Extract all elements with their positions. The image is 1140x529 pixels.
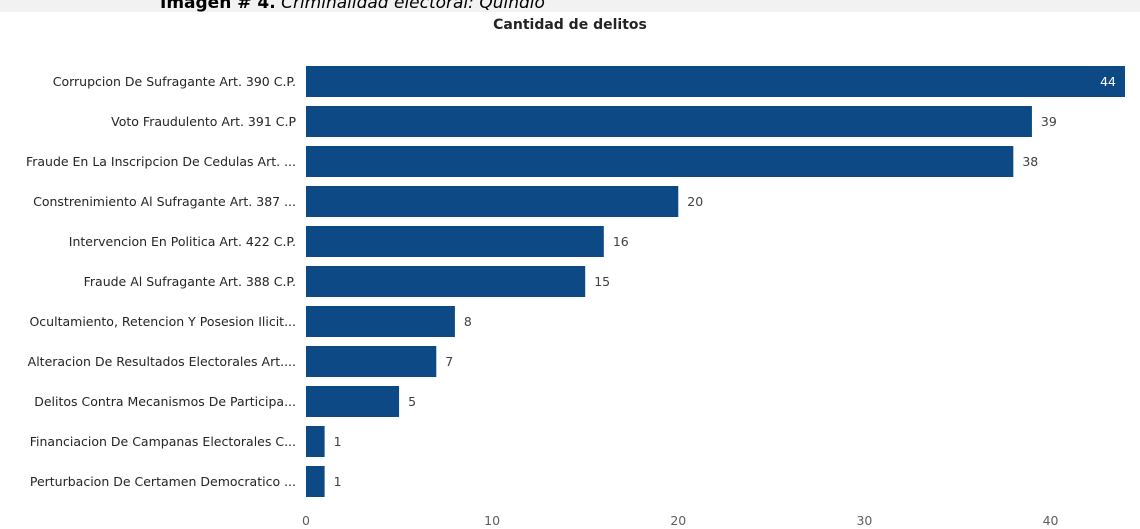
bar: [306, 226, 604, 257]
bar: [306, 386, 400, 417]
x-tick-label: 40: [1043, 513, 1059, 528]
category-label: Voto Fraudulento Art. 391 C.P: [111, 114, 296, 129]
category-label: Alteracion De Resultados Electorales Art…: [28, 354, 296, 369]
bar: [306, 186, 679, 217]
category-label: Fraude Al Sufragante Art. 388 C.P.: [84, 274, 296, 289]
bar: [306, 466, 325, 497]
bar: [306, 146, 1014, 177]
caption-rest: Criminalidad electoral: Quindío: [275, 0, 545, 13]
data-label: 1: [334, 434, 342, 449]
data-label: 5: [408, 394, 416, 409]
chart-title: Cantidad de delitos: [493, 17, 647, 33]
data-label: 15: [594, 274, 610, 289]
x-tick-label: 30: [856, 513, 872, 528]
bar: [306, 106, 1032, 137]
x-tick-label: 0: [302, 513, 310, 528]
bar: [306, 306, 455, 337]
data-label: 8: [464, 314, 472, 329]
caption-lead: Imagen # 4.: [160, 0, 276, 13]
data-label: 38: [1022, 154, 1038, 169]
bar: [306, 66, 1125, 97]
image-caption: Imagen # 4. Criminalidad electoral: Quin…: [160, 0, 545, 13]
x-tick-label: 10: [484, 513, 500, 528]
category-label: Perturbacion De Certamen Democratico ...: [30, 474, 296, 489]
x-tick-label: 20: [670, 513, 686, 528]
data-label: 20: [687, 194, 703, 209]
category-label: Delitos Contra Mecanismos De Participa..…: [34, 394, 296, 409]
category-label: Intervencion En Politica Art. 422 C.P.: [69, 234, 296, 249]
data-label: 7: [445, 354, 453, 369]
caption-band: [0, 0, 1140, 12]
category-label: Ocultamiento, Retencion Y Posesion Ilici…: [29, 314, 296, 329]
category-label: Fraude En La Inscripcion De Cedulas Art.…: [26, 154, 296, 169]
data-label: 44: [1100, 74, 1116, 89]
category-label: Corrupcion De Sufragante Art. 390 C.P.: [53, 74, 296, 89]
bar: [306, 346, 437, 377]
data-label: 16: [613, 234, 629, 249]
data-label: 1: [334, 474, 342, 489]
category-label: Constrenimiento Al Sufragante Art. 387 .…: [33, 194, 296, 209]
bar: [306, 426, 325, 457]
data-label: 39: [1041, 114, 1057, 129]
bar: [306, 266, 586, 297]
category-label: Financiacion De Campanas Electorales C..…: [30, 434, 296, 449]
